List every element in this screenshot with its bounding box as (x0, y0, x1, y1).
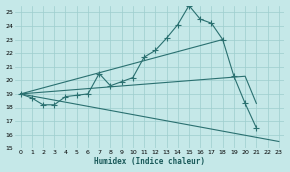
X-axis label: Humidex (Indice chaleur): Humidex (Indice chaleur) (94, 157, 205, 166)
